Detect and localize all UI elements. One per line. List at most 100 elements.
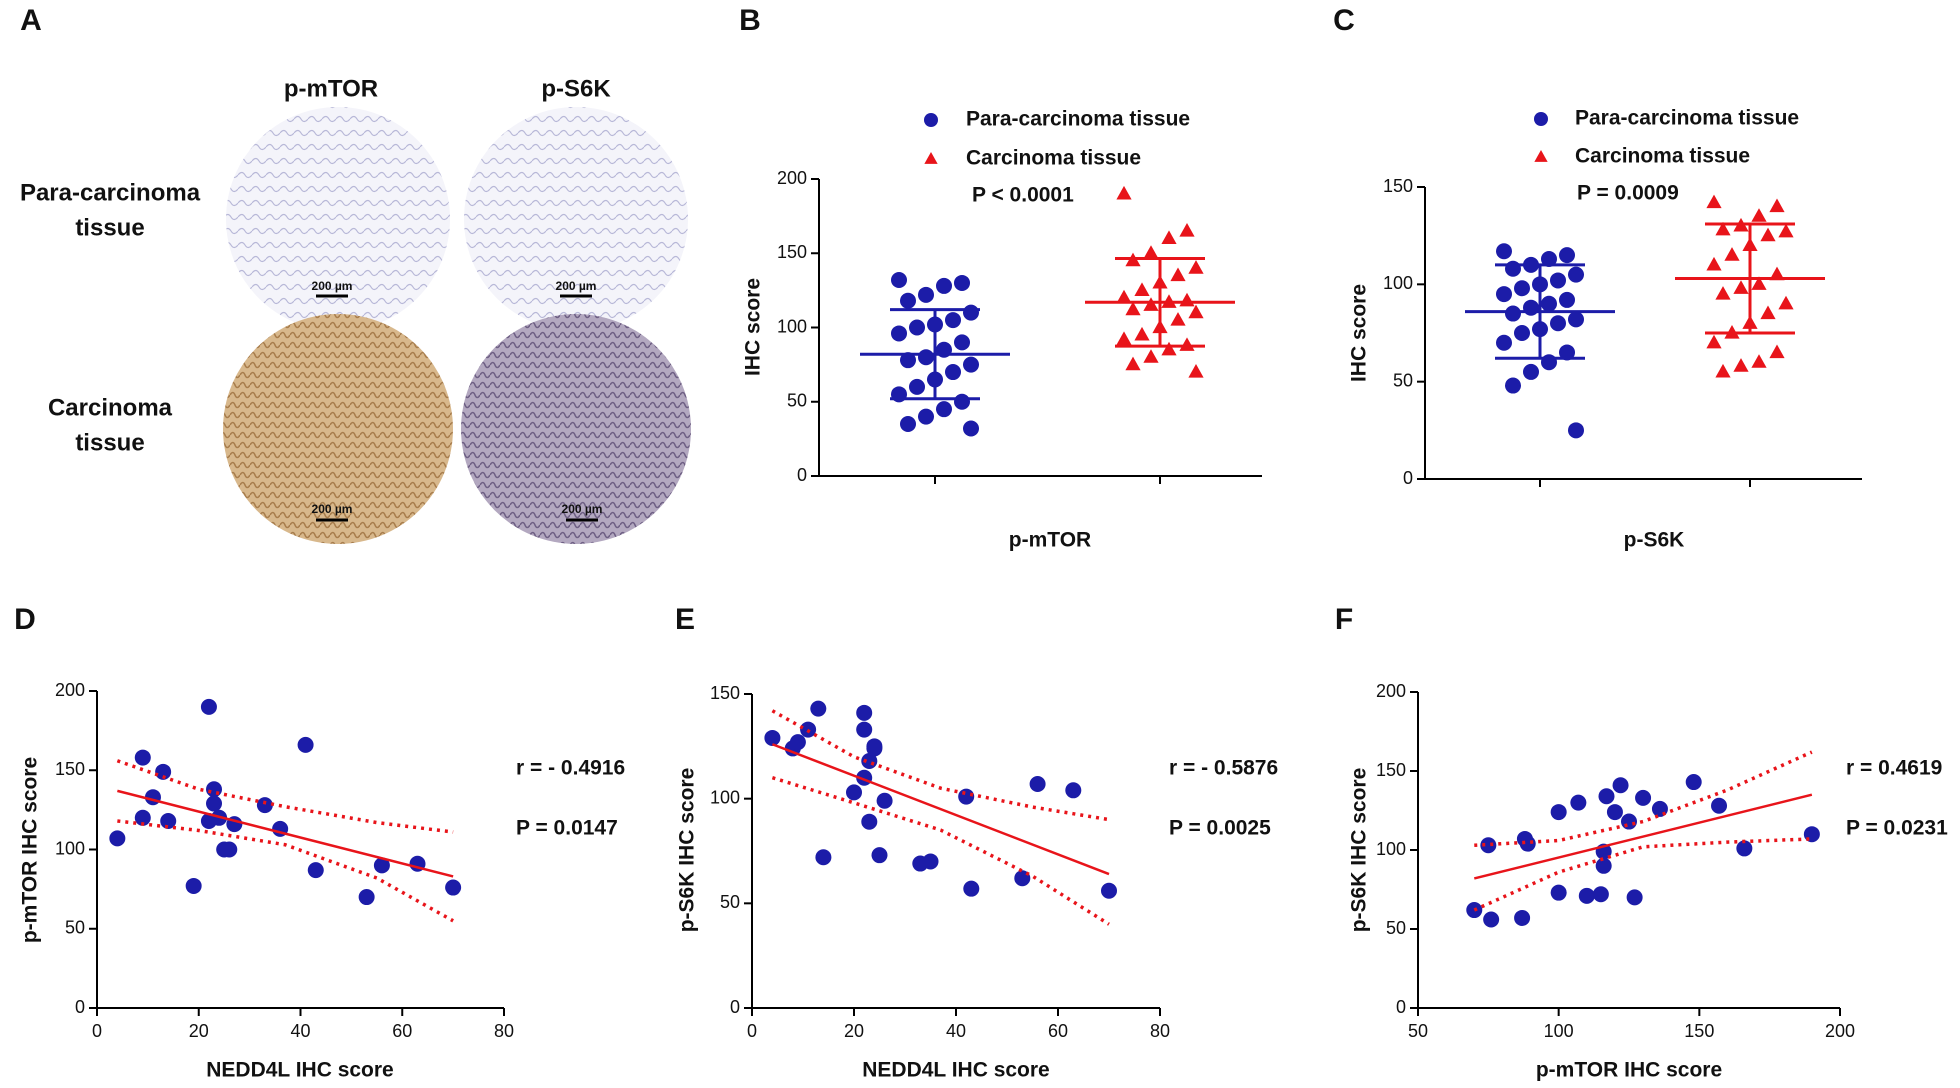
ci-band <box>116 759 454 834</box>
data-point <box>1715 221 1731 236</box>
data-point <box>871 847 888 864</box>
data-point <box>1760 227 1776 242</box>
panel-letter: D <box>14 603 36 636</box>
data-point <box>206 795 223 812</box>
data-point <box>185 877 202 894</box>
y-tick-label: 150 <box>1376 760 1406 780</box>
data-point <box>1514 909 1531 926</box>
data-point <box>1733 280 1749 294</box>
data-point <box>1116 289 1132 304</box>
annotation: r = - 0.4916 <box>516 757 625 780</box>
annotation: r = - 0.5876 <box>1169 757 1278 780</box>
data-point <box>1179 337 1195 351</box>
data-point <box>1116 185 1132 200</box>
legend-marker <box>924 152 938 164</box>
y-tick-label: 0 <box>797 465 807 485</box>
data-point <box>1769 344 1785 359</box>
data-point <box>134 809 151 826</box>
x-axis-label: p-S6K <box>1624 529 1685 552</box>
panel-letter: E <box>675 603 695 636</box>
tissue-image <box>461 314 691 544</box>
y-tick-label: 150 <box>710 683 740 703</box>
data-point <box>945 312 961 329</box>
data-point <box>1559 247 1575 264</box>
data-point <box>900 416 916 433</box>
data-point <box>922 853 939 870</box>
y-axis-label: p-mTOR IHC score <box>19 757 42 943</box>
data-point <box>200 698 217 715</box>
y-tick-label: 100 <box>1383 273 1413 293</box>
data-point <box>876 792 893 809</box>
y-tick-label: 100 <box>1376 839 1406 859</box>
data-point <box>918 408 934 425</box>
data-point <box>1161 341 1177 356</box>
legend-marker <box>1534 112 1548 126</box>
data-point <box>918 286 934 303</box>
y-tick-label: 0 <box>75 997 85 1017</box>
data-point <box>936 401 952 418</box>
data-point <box>1715 363 1731 378</box>
annotation: P = 0.0231 <box>1846 817 1948 840</box>
data-point <box>856 704 873 721</box>
data-point <box>1606 804 1623 821</box>
data-point <box>1541 354 1557 371</box>
data-point <box>954 393 970 410</box>
data-point <box>954 274 970 291</box>
data-point <box>256 797 273 814</box>
data-point <box>900 292 916 309</box>
data-point <box>1626 889 1643 906</box>
data-point <box>1568 311 1584 328</box>
data-point <box>1715 286 1731 300</box>
data-point <box>1559 291 1575 308</box>
data-point <box>900 352 916 369</box>
data-point <box>909 319 925 336</box>
data-point <box>1778 295 1794 310</box>
y-tick-label: 0 <box>1403 468 1413 488</box>
x-tick-label: 40 <box>946 1021 966 1041</box>
data-point <box>206 781 223 798</box>
data-point <box>958 788 975 805</box>
data-point <box>1598 788 1615 805</box>
data-point <box>1519 835 1536 852</box>
data-point <box>358 889 375 906</box>
data-point <box>936 277 952 294</box>
ci-band <box>771 709 1110 822</box>
row-label: Para-carcinoma <box>20 179 201 206</box>
data-point <box>1550 272 1566 289</box>
data-point <box>963 420 979 437</box>
y-tick-label: 0 <box>1396 997 1406 1017</box>
data-point <box>1523 363 1539 380</box>
column-label: p-S6K <box>541 75 611 102</box>
data-point <box>1550 884 1567 901</box>
y-tick-label: 50 <box>65 918 85 938</box>
data-point <box>1568 422 1584 439</box>
x-tick-label: 20 <box>189 1021 209 1041</box>
y-axis-label: IHC score <box>1348 284 1371 382</box>
data-point <box>963 304 979 321</box>
y-tick-label: 0 <box>730 997 740 1017</box>
data-point <box>1751 276 1767 290</box>
fit-line <box>1473 793 1813 880</box>
data-point <box>1188 364 1204 378</box>
y-tick-label: 50 <box>787 391 807 411</box>
data-point <box>1769 198 1785 213</box>
data-point <box>1514 325 1530 341</box>
tissue-image <box>223 314 453 544</box>
data-point <box>297 736 314 753</box>
x-tick-label: 200 <box>1825 1021 1855 1041</box>
data-point <box>1480 837 1497 854</box>
data-point <box>1736 840 1753 857</box>
x-tick-label: 0 <box>92 1021 102 1041</box>
data-point <box>160 812 177 829</box>
data-point <box>1134 282 1150 296</box>
data-point <box>909 378 925 395</box>
x-tick-label: 80 <box>494 1021 514 1041</box>
data-point <box>109 830 126 847</box>
data-point <box>846 784 862 801</box>
panel-a: A p-mTOR p-S6K Para-carcinoma tissue Car… <box>20 4 691 544</box>
annotation: P = 0.0147 <box>516 817 618 840</box>
data-point <box>1483 911 1500 928</box>
data-point <box>1706 256 1722 271</box>
data-point <box>1143 245 1159 259</box>
